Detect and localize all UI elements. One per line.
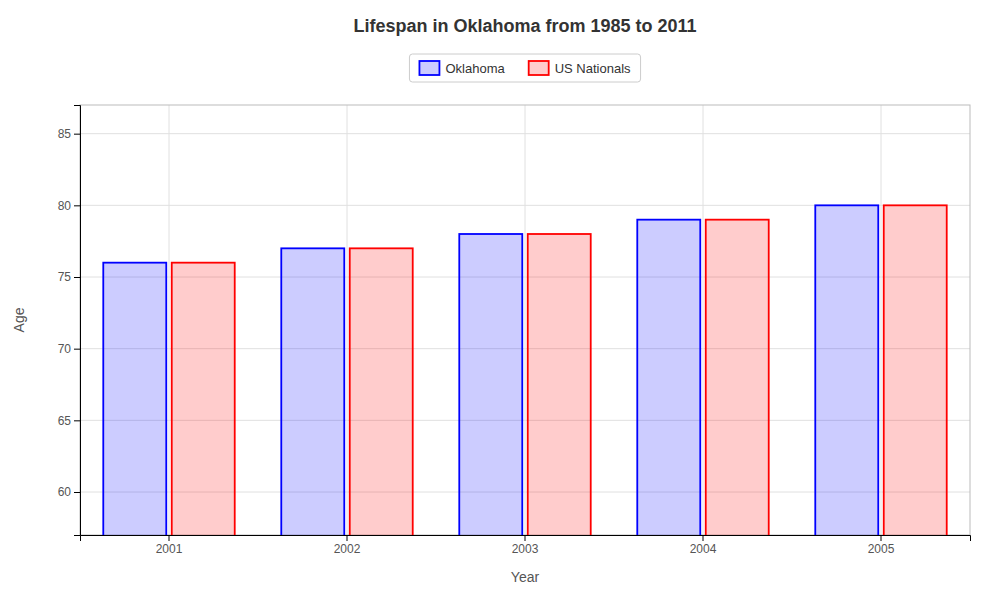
y-tick-label: 80 [58, 199, 72, 213]
y-tick-mark [74, 277, 80, 278]
legend-label: US Nationals [555, 61, 631, 76]
x-tick-mark [347, 535, 348, 541]
legend-item: US Nationals [529, 61, 631, 76]
legend-item: Oklahoma [419, 61, 505, 76]
y-tick-label: 70 [58, 342, 72, 356]
grid-line-x [347, 105, 348, 535]
x-tick-label: 2005 [868, 542, 895, 556]
y-tick: 60 [58, 485, 80, 499]
y-axis-title: Age [11, 307, 27, 332]
x-tick-mark [169, 535, 170, 541]
y-tick-mark [74, 205, 80, 206]
x-tick: 2002 [334, 535, 361, 556]
y-tick-label: 65 [58, 414, 72, 428]
y-tick: 80 [58, 199, 80, 213]
bars [103, 205, 946, 535]
legend: Oklahoma US Nationals [409, 54, 640, 82]
bar [459, 234, 522, 535]
bar [884, 205, 947, 535]
bar [815, 205, 878, 535]
y-tick-mark [74, 420, 80, 421]
y-tick-label: 60 [58, 485, 72, 499]
bar [172, 263, 235, 535]
y-axis-line [74, 106, 81, 536]
y-tick: 85 [58, 127, 80, 141]
grid-line-x [703, 105, 704, 535]
chart-container: 60 65 70 75 80 85 2001 2002 2003 2004 2005 Year Age L… [0, 0, 1000, 600]
bar [528, 234, 591, 535]
y-tick-mark [74, 134, 80, 135]
x-tick: 2005 [868, 535, 895, 556]
x-axis-line [81, 536, 971, 542]
grid-line-x [881, 105, 882, 535]
bar [281, 248, 344, 535]
chart-svg: 60 65 70 75 80 85 2001 2002 2003 2004 2005 Year Age L… [0, 0, 1000, 600]
x-tick: 2001 [156, 535, 183, 556]
y-tick: 75 [58, 270, 80, 284]
y-tick: 70 [58, 342, 80, 356]
x-tick-label: 2004 [690, 542, 717, 556]
y-tick: 65 [58, 414, 80, 428]
bar-series [172, 205, 947, 535]
chart-title: Lifespan in Oklahoma from 1985 to 2011 [353, 16, 696, 36]
y-tick-label: 75 [58, 270, 72, 284]
x-tick-label: 2003 [512, 542, 539, 556]
legend-swatch [419, 61, 439, 75]
grid-line-x [525, 105, 526, 535]
x-tick-mark [703, 535, 704, 541]
bar [103, 263, 166, 535]
y-tick-mark [74, 492, 80, 493]
y-axis: 60 65 70 75 80 85 [58, 106, 81, 536]
x-tick: 2004 [690, 535, 717, 556]
x-axis: 2001 2002 2003 2004 2005 [81, 535, 971, 556]
y-tick-mark [74, 349, 80, 350]
y-tick-label: 85 [58, 127, 72, 141]
x-tick-mark [525, 535, 526, 541]
bar [350, 248, 413, 535]
legend-label: Oklahoma [445, 61, 505, 76]
x-tick-mark [881, 535, 882, 541]
bar [706, 220, 769, 535]
legend-swatch [529, 61, 549, 75]
x-axis-title: Year [511, 569, 540, 585]
legend-box [409, 54, 640, 82]
bar-series [103, 205, 878, 535]
plot-area: 60 65 70 75 80 85 2001 2002 2003 2004 2005 [58, 105, 971, 600]
x-tick: 2003 [512, 535, 539, 556]
bar [637, 220, 700, 535]
x-tick-label: 2002 [334, 542, 361, 556]
x-tick-label: 2001 [156, 542, 183, 556]
grid-line-x [169, 105, 170, 535]
